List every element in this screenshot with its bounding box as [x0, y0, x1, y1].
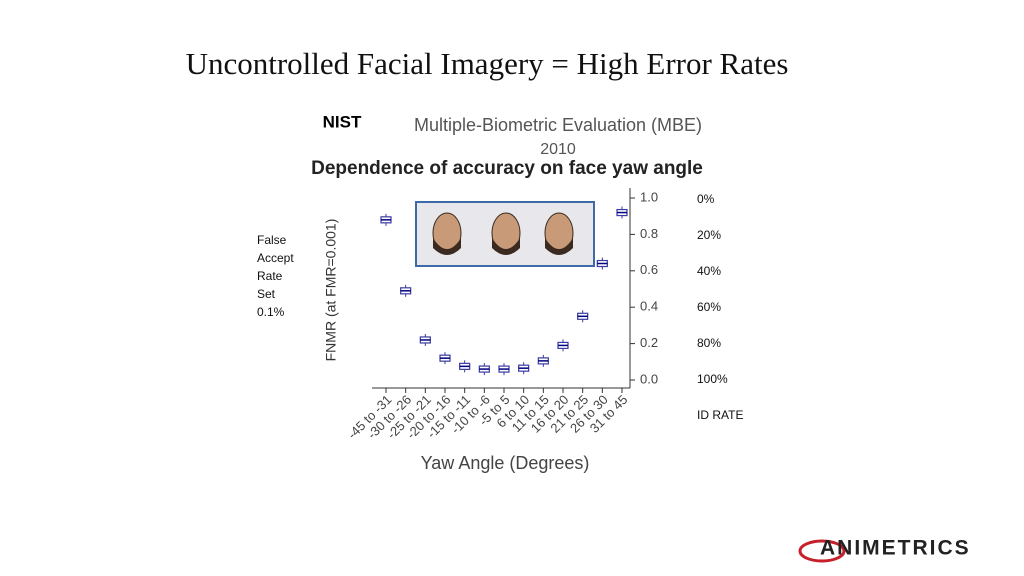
right-scale-label: ID RATE — [697, 408, 743, 422]
slide-title: Uncontrolled Facial Imagery = High Error… — [186, 46, 789, 81]
right-scale-label: 20% — [697, 228, 721, 242]
side-note: Set — [257, 287, 276, 301]
y-tick-label: 0.0 — [640, 371, 658, 386]
right-scale-label: 60% — [697, 300, 721, 314]
y-tick-label: 0.8 — [640, 226, 658, 241]
side-note: Rate — [257, 269, 283, 283]
source: NIST — [323, 112, 362, 131]
y-tick-label: 0.6 — [640, 262, 658, 277]
y-axis-label: FNMR (at FMR=0.001) — [323, 219, 339, 362]
y-tick-label: 0.4 — [640, 299, 658, 314]
chart-year: 2010 — [540, 141, 576, 158]
faces-photo — [415, 201, 595, 267]
side-note: 0.1% — [257, 305, 285, 319]
y-tick-label: 1.0 — [640, 189, 658, 204]
side-note: Accept — [257, 251, 294, 265]
right-scale-label: 40% — [697, 264, 721, 278]
right-scale-label: 100% — [697, 372, 728, 386]
chart-title: Dependence of accuracy on face yaw angle — [311, 158, 703, 179]
right-scale-label: 0% — [697, 192, 715, 206]
chart-supertitle: Multiple-Biometric Evaluation (MBE) — [414, 115, 702, 135]
logo-text: ANIMETRICS — [820, 537, 971, 560]
right-scale-label: 80% — [697, 336, 721, 350]
logo: ANIMETRICS — [798, 537, 971, 563]
y-tick-label: 0.2 — [640, 335, 658, 350]
side-note: False — [257, 233, 287, 247]
x-axis-label: Yaw Angle (Degrees) — [421, 453, 590, 473]
